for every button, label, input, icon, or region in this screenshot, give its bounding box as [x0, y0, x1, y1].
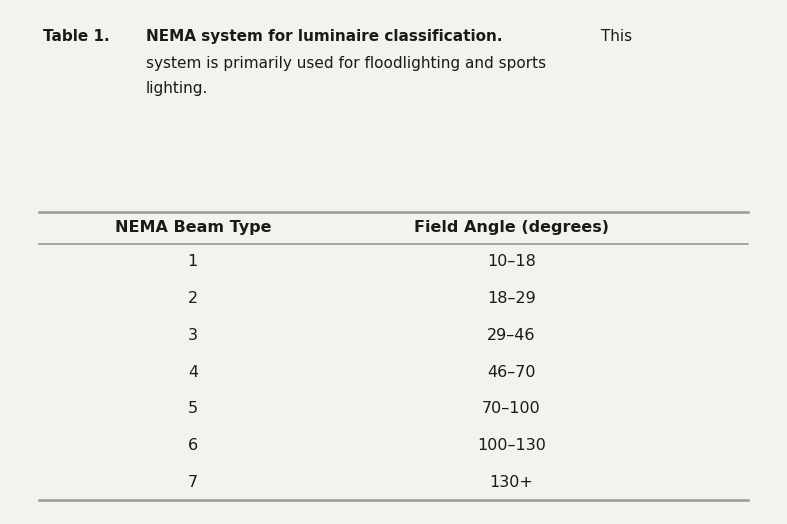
Text: 4: 4	[188, 365, 198, 379]
Text: 6: 6	[188, 438, 198, 453]
Text: NEMA system for luminaire classification.: NEMA system for luminaire classification…	[146, 29, 502, 44]
Text: 2: 2	[188, 291, 198, 306]
Text: 7: 7	[188, 475, 198, 489]
Text: 100–130: 100–130	[477, 438, 546, 453]
Text: 46–70: 46–70	[487, 365, 536, 379]
Text: 29–46: 29–46	[487, 328, 536, 343]
Text: Table 1.: Table 1.	[43, 29, 110, 44]
Text: NEMA Beam Type: NEMA Beam Type	[115, 221, 271, 235]
Text: This: This	[596, 29, 632, 44]
Text: 3: 3	[188, 328, 198, 343]
Text: 130+: 130+	[490, 475, 534, 489]
Text: lighting.: lighting.	[146, 81, 208, 96]
Text: 5: 5	[188, 401, 198, 416]
Text: 10–18: 10–18	[487, 255, 536, 269]
Text: system is primarily used for floodlighting and sports: system is primarily used for floodlighti…	[146, 56, 545, 71]
Text: 18–29: 18–29	[487, 291, 536, 306]
Text: Field Angle (degrees): Field Angle (degrees)	[414, 221, 609, 235]
Text: 1: 1	[187, 255, 198, 269]
Text: 70–100: 70–100	[482, 401, 541, 416]
